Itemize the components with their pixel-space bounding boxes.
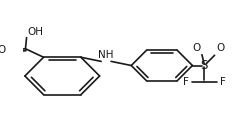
Text: O: O — [216, 43, 224, 53]
Text: S: S — [200, 59, 208, 72]
Text: OH: OH — [27, 27, 44, 37]
Text: O: O — [0, 45, 6, 55]
Text: F: F — [183, 77, 189, 87]
Text: F: F — [220, 77, 225, 87]
Text: NH: NH — [98, 50, 114, 60]
Text: O: O — [192, 43, 201, 53]
